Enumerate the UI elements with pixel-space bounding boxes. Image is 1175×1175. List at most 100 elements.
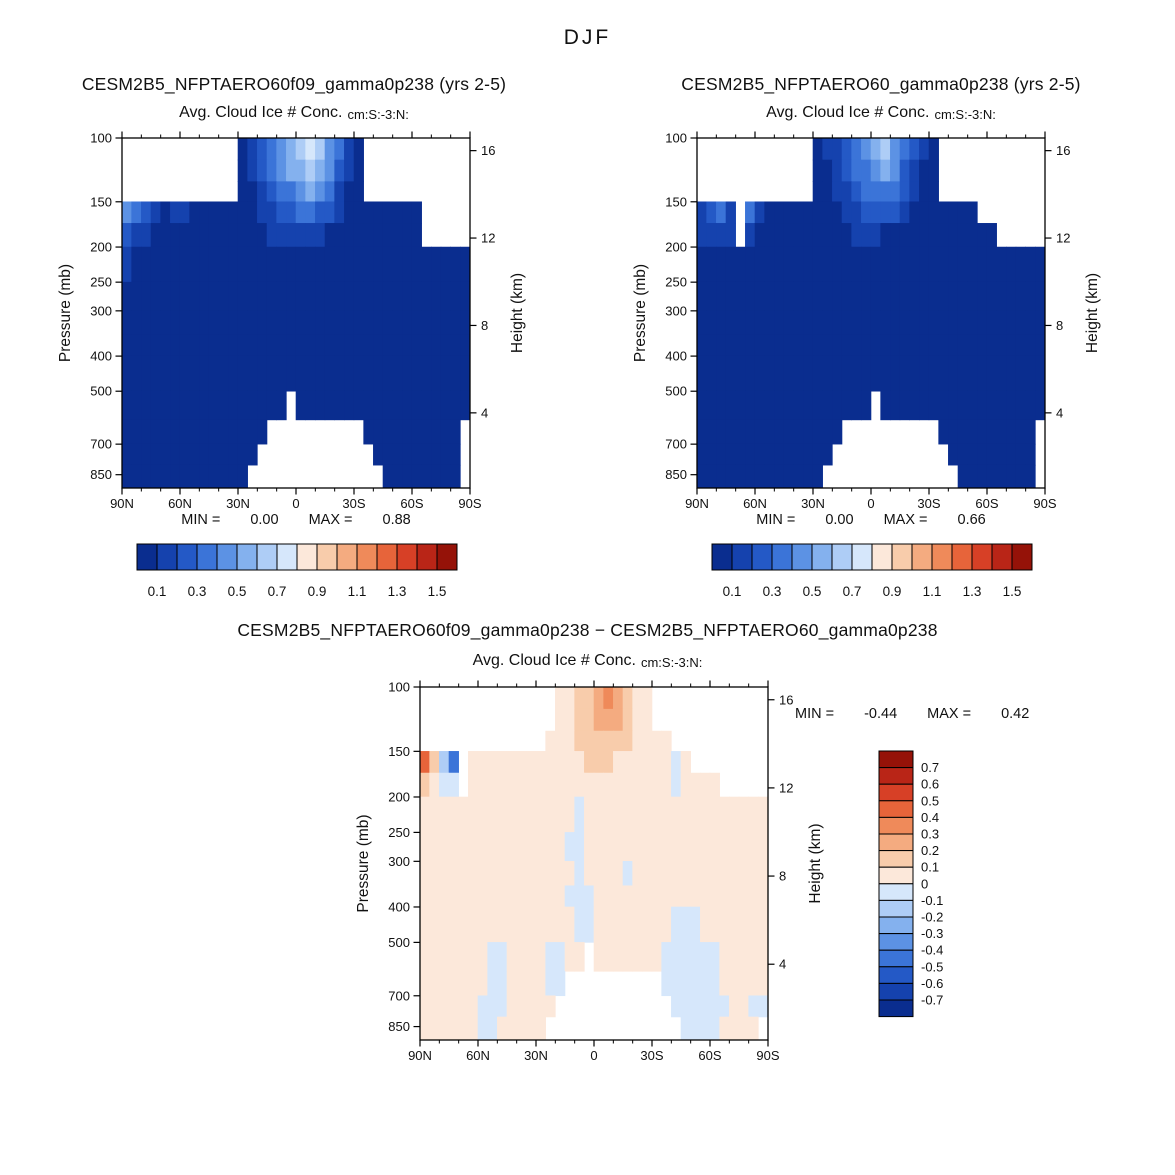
max-label: MAX = [927, 706, 972, 722]
colorbar-tick-label: 0.1 [723, 584, 742, 599]
colorbar-tick-label: 0 [921, 876, 928, 891]
colorbar-tick-label: -0.2 [921, 910, 943, 925]
colorbar-tick-label: 0.7 [268, 584, 287, 599]
left-panel-subtitle: Avg. Cloud Ice # Conc. cm:S:-3:N: [0, 104, 588, 122]
colorbar-tick-label: 1.1 [923, 584, 942, 599]
pressure-tick-label: 150 [665, 194, 687, 209]
latitude-tick-label: 0 [867, 496, 874, 511]
pressure-tick-label: 400 [665, 349, 687, 364]
pressure-tick-label: 700 [388, 988, 410, 1003]
colorbar-tick-label: 0.3 [763, 584, 782, 599]
colorbar-tick-label: 1.3 [963, 584, 982, 599]
height-tick-label: 8 [779, 869, 786, 884]
colorbar-tick-label: -0.4 [921, 943, 943, 958]
right-panel-subtitle: Avg. Cloud Ice # Conc. cm:S:-3:N: [587, 104, 1175, 122]
left-units-text: cm:S:-3:N: [347, 107, 409, 122]
pressure-tick-label: 250 [90, 275, 112, 290]
height-tick-label: 4 [779, 957, 786, 972]
left-panel-colorbar: 0.1 0.3 0.5 0.7 0.9 1.1 1.3 1.5 [135, 542, 465, 611]
height-tick-label: 12 [481, 231, 495, 246]
pressure-tick-label: 400 [388, 899, 410, 914]
colorbar-tick-label: 0.9 [883, 584, 902, 599]
pressure-axis: 100 150 200 250 300 400 500 700 850 [388, 680, 420, 1034]
diff-units-text: cm:S:-3:N: [640, 655, 703, 670]
pressure-tick-label: 700 [665, 437, 687, 452]
diff-panel-colorbar: 0.7 0.6 0.5 0.4 0.3 0.2 0.1 0 -0.1 -0.2 -0.3 -0.4 -0… [865, 743, 995, 1038]
pressure-axis-title: Pressure (mb) [57, 264, 74, 362]
height-axis-title: Height (km) [807, 823, 824, 903]
pressure-tick-label: 400 [90, 349, 112, 364]
diff-subtitle-text: Avg. Cloud Ice # Conc. [472, 652, 636, 669]
contour-field [696, 137, 1046, 489]
colorbar-tick-label: 1.5 [1003, 584, 1022, 599]
colorbar-tick-label: -0.5 [921, 959, 943, 974]
colorbar-tick-label: 0.7 [843, 584, 862, 599]
colorbar-patches [878, 750, 914, 1018]
latitude-tick-label: 0 [590, 1048, 597, 1063]
right-panel-title: CESM2B5_NFPTAERO60_gamma0p238 (yrs 2-5) [681, 74, 1081, 94]
left-panel-svg: 90N 60N 30N 0 30S 60S 90S 100 150 200 250 300 400 500… [57, 131, 526, 512]
height-tick-label: 4 [1056, 405, 1063, 420]
colorbar-tick-label: 0.9 [308, 584, 327, 599]
latitude-tick-label: 90N [685, 496, 709, 511]
latitude-axis: 90N 60N 30N 0 30S 60S 90S [685, 131, 1057, 511]
pressure-tick-label: 850 [665, 467, 687, 482]
colorbar-tick-label: 0.6 [921, 777, 939, 792]
max-label: MAX = [308, 512, 353, 528]
pressure-tick-label: 850 [90, 467, 112, 482]
right-panel-minmax: MIN = 0.00 MAX = 0.66 [697, 512, 1045, 528]
pressure-tick-label: 250 [665, 275, 687, 290]
colorbar-tick-label: 0.4 [921, 810, 939, 825]
latitude-tick-label: 30S [917, 496, 940, 511]
colorbar-tick-label: 0.1 [921, 860, 939, 875]
colorbar-tick-label: 0.5 [921, 793, 939, 808]
pressure-tick-label: 100 [388, 680, 410, 695]
left-panel-minmax: MIN = 0.00 MAX = 0.88 [122, 512, 470, 528]
latitude-tick-label: 90N [408, 1048, 432, 1063]
colorbar-tick-label: 0.2 [921, 843, 939, 858]
diff-panel-subtitle: Avg. Cloud Ice # Conc. cm:S:-3:N: [0, 652, 1175, 670]
latitude-tick-label: 90S [756, 1048, 779, 1063]
latitude-tick-label: 30S [342, 496, 365, 511]
pressure-tick-label: 100 [665, 131, 687, 146]
latitude-tick-label: 60S [698, 1048, 721, 1063]
pressure-tick-label: 200 [665, 240, 687, 255]
contour-field [419, 686, 769, 1041]
latitude-tick-label: 90S [458, 496, 481, 511]
right-panel-svg: 90N 60N 30N 0 30S 60S 90S 100 150 200 250 300 400 500… [632, 131, 1101, 512]
latitude-tick-label: 30N [226, 496, 250, 511]
pressure-tick-label: 250 [388, 825, 410, 840]
pressure-tick-label: 700 [90, 437, 112, 452]
latitude-axis: 90N 60N 30N 0 30S 60S 90S [110, 131, 482, 511]
colorbar-tick-label: 1.1 [348, 584, 367, 599]
pressure-tick-label: 850 [388, 1019, 410, 1034]
colorbar-tick-label: 0.7 [921, 760, 939, 775]
pressure-tick-label: 300 [665, 303, 687, 318]
left-subtitle-text: Avg. Cloud Ice # Conc. [179, 104, 343, 121]
max-value: 0.42 [1001, 706, 1030, 722]
height-tick-label: 8 [481, 318, 488, 333]
min-label: MIN = [756, 512, 796, 528]
colorbar-labels: 0.70.60.50.40.30.20.10-0.1-0.2-0.3-0.4-0… [921, 760, 943, 1007]
colorbar-tick-label: 0.5 [228, 584, 247, 599]
colorbar-labels: 0.1 0.3 0.5 0.7 0.9 1.1 1.3 1.5 [148, 584, 447, 599]
height-tick-label: 16 [481, 143, 495, 158]
latitude-tick-label: 30N [801, 496, 825, 511]
pressure-tick-label: 100 [90, 131, 112, 146]
max-value: 0.66 [957, 512, 986, 528]
pressure-axis: 100 150 200 250 300 400 500 700 850 [665, 131, 697, 482]
min-label: MIN = [795, 706, 835, 722]
pressure-axis-title: Pressure (mb) [632, 264, 649, 362]
colorbar-labels: 0.1 0.3 0.5 0.7 0.9 1.1 1.3 1.5 [723, 584, 1022, 599]
diff-panel-svg: 90N 60N 30N 0 30S 60S 90S 100 150 200 250 300 400 500… [355, 680, 824, 1064]
diff-panel-plot: 90N 60N 30N 0 30S 60S 90S 100 150 200 250 300 400 500… [338, 677, 828, 1082]
pressure-axis: 100 150 200 250 300 400 500 700 850 [90, 131, 122, 482]
colorbar-tick-label: 0.3 [188, 584, 207, 599]
max-value: 0.88 [382, 512, 411, 528]
pressure-tick-label: 500 [90, 384, 112, 399]
diff-panel-title: CESM2B5_NFPTAERO60f09_gamma0p238 − CESM2… [237, 620, 938, 640]
min-value: 0.00 [250, 512, 279, 528]
left-panel-title: CESM2B5_NFPTAERO60f09_gamma0p238 (yrs 2-… [81, 74, 507, 94]
colorbar-patches [136, 543, 458, 571]
